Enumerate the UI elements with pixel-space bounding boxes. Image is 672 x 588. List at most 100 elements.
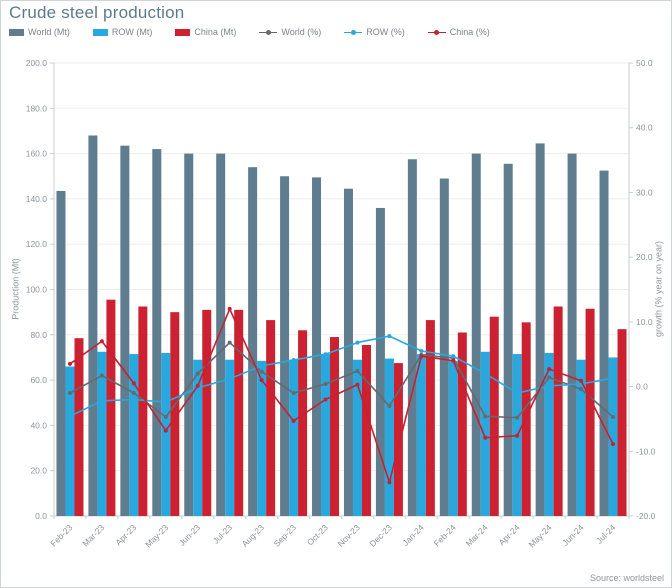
bar-world-mar-24[interactable] bbox=[471, 153, 481, 516]
bar-row-jan-24[interactable] bbox=[416, 354, 426, 516]
marker-row-aug-23[interactable] bbox=[259, 363, 264, 368]
marker-world-apr-23[interactable] bbox=[131, 391, 136, 396]
bar-china-jul-24[interactable] bbox=[617, 329, 627, 516]
bar-china-jul-23[interactable] bbox=[234, 309, 244, 516]
bar-world-sep-23[interactable] bbox=[280, 176, 290, 516]
bar-row-dec-23[interactable] bbox=[384, 358, 394, 516]
bar-china-dec-23[interactable] bbox=[393, 363, 403, 516]
bar-row-mar-24[interactable] bbox=[480, 351, 490, 516]
marker-china-jul-24[interactable] bbox=[611, 442, 616, 447]
marker-china-feb-24[interactable] bbox=[451, 358, 456, 363]
marker-world-mar-24[interactable] bbox=[483, 414, 488, 419]
bar-china-feb-23[interactable] bbox=[74, 338, 84, 516]
bar-china-may-23[interactable] bbox=[170, 312, 180, 516]
bar-row-feb-24[interactable] bbox=[448, 360, 458, 516]
marker-china-mar-24[interactable] bbox=[483, 435, 488, 440]
bar-world-aug-23[interactable] bbox=[248, 167, 258, 516]
legend-item-china[interactable]: China (%) bbox=[427, 27, 490, 37]
bar-china-oct-23[interactable] bbox=[330, 337, 340, 516]
legend-item-world[interactable]: World (%) bbox=[259, 27, 321, 37]
marker-china-jul-23[interactable] bbox=[227, 306, 232, 311]
bar-row-jul-24[interactable] bbox=[608, 357, 618, 516]
bar-china-jun-24[interactable] bbox=[585, 308, 595, 516]
marker-row-may-23[interactable] bbox=[163, 400, 168, 405]
marker-world-sep-23[interactable] bbox=[291, 391, 296, 396]
marker-row-sep-23[interactable] bbox=[291, 358, 296, 363]
marker-china-apr-24[interactable] bbox=[515, 433, 520, 438]
marker-china-may-24[interactable] bbox=[547, 367, 552, 372]
marker-china-sep-23[interactable] bbox=[291, 418, 296, 423]
bar-china-jun-23[interactable] bbox=[202, 309, 212, 516]
marker-row-jul-23[interactable] bbox=[227, 376, 232, 381]
bar-world-feb-24[interactable] bbox=[439, 178, 449, 516]
marker-row-nov-23[interactable] bbox=[355, 340, 360, 345]
marker-world-may-24[interactable] bbox=[547, 375, 552, 380]
legend-item-row[interactable]: ROW (%) bbox=[344, 27, 405, 37]
bar-row-jul-23[interactable] bbox=[225, 359, 235, 516]
bar-world-jan-24[interactable] bbox=[407, 159, 417, 516]
bar-row-sep-23[interactable] bbox=[289, 359, 299, 516]
bar-row-may-24[interactable] bbox=[544, 352, 554, 516]
marker-world-aug-23[interactable] bbox=[259, 369, 264, 374]
bar-row-aug-23[interactable] bbox=[257, 360, 267, 516]
bar-china-aug-23[interactable] bbox=[266, 320, 276, 516]
marker-china-mar-23[interactable] bbox=[99, 339, 104, 344]
bar-china-sep-23[interactable] bbox=[298, 330, 308, 516]
marker-china-aug-23[interactable] bbox=[259, 378, 264, 383]
marker-row-jul-24[interactable] bbox=[611, 376, 616, 381]
bar-world-oct-23[interactable] bbox=[312, 177, 322, 516]
bar-world-jul-24[interactable] bbox=[599, 170, 609, 516]
bar-row-jun-23[interactable] bbox=[193, 359, 203, 516]
bar-world-apr-23[interactable] bbox=[120, 145, 130, 517]
bar-world-mar-23[interactable] bbox=[88, 135, 98, 517]
marker-china-jan-24[interactable] bbox=[419, 354, 424, 359]
marker-china-oct-23[interactable] bbox=[323, 397, 328, 402]
bar-china-nov-23[interactable] bbox=[361, 344, 371, 516]
bar-china-feb-24[interactable] bbox=[457, 332, 467, 516]
marker-world-dec-23[interactable] bbox=[387, 403, 392, 408]
bar-china-apr-24[interactable] bbox=[521, 322, 531, 516]
marker-china-apr-23[interactable] bbox=[131, 381, 136, 386]
marker-china-jun-24[interactable] bbox=[579, 378, 584, 383]
marker-world-jun-24[interactable] bbox=[579, 387, 584, 392]
bar-world-apr-24[interactable] bbox=[503, 163, 513, 517]
bar-world-feb-23[interactable] bbox=[56, 190, 66, 516]
bar-row-apr-23[interactable] bbox=[129, 354, 139, 516]
marker-world-apr-24[interactable] bbox=[515, 415, 520, 420]
bar-row-feb-23[interactable] bbox=[65, 366, 75, 516]
marker-row-mar-24[interactable] bbox=[483, 371, 488, 376]
marker-row-dec-23[interactable] bbox=[387, 334, 392, 339]
legend-item-world-mt[interactable]: World (Mt) bbox=[9, 27, 70, 37]
marker-china-nov-23[interactable] bbox=[355, 382, 360, 387]
bar-row-jun-24[interactable] bbox=[576, 359, 586, 516]
bar-row-nov-23[interactable] bbox=[352, 359, 362, 516]
marker-china-jun-23[interactable] bbox=[195, 383, 200, 388]
marker-row-feb-24[interactable] bbox=[451, 354, 456, 359]
marker-world-may-23[interactable] bbox=[163, 414, 168, 419]
marker-china-dec-23[interactable] bbox=[387, 480, 392, 485]
marker-world-mar-23[interactable] bbox=[99, 373, 104, 378]
bar-world-dec-23[interactable] bbox=[375, 207, 385, 516]
marker-row-mar-23[interactable] bbox=[99, 398, 104, 403]
bar-row-may-23[interactable] bbox=[161, 352, 171, 516]
bar-world-nov-23[interactable] bbox=[343, 188, 353, 516]
bar-world-may-23[interactable] bbox=[152, 149, 162, 516]
bar-row-mar-23[interactable] bbox=[97, 351, 107, 516]
marker-world-jun-23[interactable] bbox=[195, 371, 200, 376]
marker-world-jul-23[interactable] bbox=[227, 340, 232, 345]
bar-china-may-24[interactable] bbox=[553, 306, 563, 516]
marker-row-apr-24[interactable] bbox=[515, 391, 520, 396]
marker-row-apr-23[interactable] bbox=[131, 397, 136, 402]
legend-item-china-mt[interactable]: China (Mt) bbox=[175, 27, 236, 37]
marker-row-may-24[interactable] bbox=[547, 383, 552, 388]
marker-row-oct-23[interactable] bbox=[323, 352, 328, 357]
marker-china-feb-23[interactable] bbox=[67, 361, 72, 366]
legend-item-row-mt[interactable]: ROW (Mt) bbox=[92, 27, 152, 37]
bar-china-jan-24[interactable] bbox=[425, 320, 435, 516]
bar-china-mar-23[interactable] bbox=[106, 299, 116, 516]
bar-row-oct-23[interactable] bbox=[321, 354, 331, 516]
marker-world-nov-23[interactable] bbox=[355, 369, 360, 374]
bar-china-apr-23[interactable] bbox=[138, 306, 148, 516]
bar-world-may-24[interactable] bbox=[535, 143, 545, 516]
marker-row-jan-24[interactable] bbox=[419, 348, 424, 353]
